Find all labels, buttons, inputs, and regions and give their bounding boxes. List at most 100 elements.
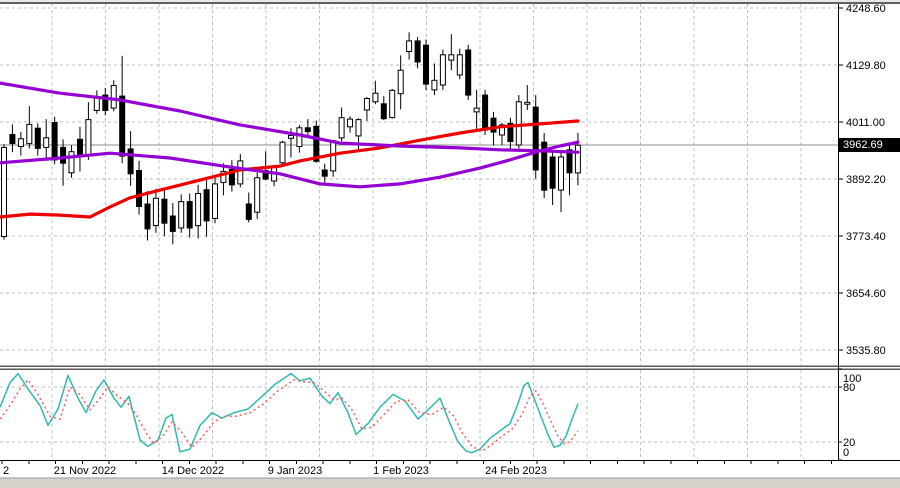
current-price-tag: 3962.69 (839, 138, 900, 152)
candlestick (254, 172, 261, 219)
candle-body-bullish (85, 119, 92, 156)
date-axis-label[interactable]: 14 Dec 2022 (162, 465, 224, 477)
candle-body-bullish (473, 107, 480, 113)
candle-body-bearish (203, 189, 210, 222)
date-axis-label[interactable]: 21 Nov 2022 (54, 465, 116, 477)
candlestick (43, 119, 50, 161)
candlestick (161, 190, 168, 237)
candle-body-bullish (363, 98, 370, 111)
stoch-main-line (0, 372, 579, 454)
candlestick (304, 119, 311, 136)
candlestick (448, 34, 455, 71)
candlestick (245, 192, 252, 223)
ma-red-line (0, 119, 580, 219)
candle-body-bullish (279, 141, 286, 164)
candle-body-bearish (532, 106, 539, 171)
candle-body-bearish (228, 169, 235, 186)
candle-body-bearish (77, 138, 83, 156)
candle-body-bullish (178, 201, 185, 229)
candle-body-bullish (515, 101, 522, 146)
candle-body-bullish (558, 156, 564, 191)
candlestick (85, 102, 92, 160)
candlestick (347, 116, 353, 133)
candle-body-bearish (541, 141, 548, 191)
candle-body-bearish (34, 127, 41, 149)
candle-body-bearish (482, 94, 489, 131)
candle-body-bullish (431, 79, 438, 91)
candlestick (473, 89, 480, 131)
candlestick (313, 120, 320, 163)
candlestick (152, 188, 159, 233)
price-axis-label: 3535.80 (846, 345, 886, 357)
status-bar[interactable] (0, 478, 900, 488)
price-axis-label: 3892.20 (846, 174, 886, 186)
candle-body-bullish (524, 101, 531, 105)
candle-body-bearish (245, 203, 252, 220)
candle-body-bearish (566, 149, 573, 174)
candlestick (338, 107, 345, 142)
candlestick (26, 106, 33, 149)
candle-body-bullish (195, 193, 202, 227)
candlestick (541, 133, 548, 199)
candlestick (423, 39, 429, 90)
candle-body-bullish (26, 123, 33, 145)
candle-body-bearish (60, 146, 67, 164)
candlestick (102, 87, 109, 116)
candlestick (169, 203, 176, 245)
candlestick (380, 96, 387, 121)
candlestick (34, 123, 41, 156)
candle-body-bearish (414, 40, 421, 63)
candle-body-bearish (549, 156, 556, 189)
date-axis-label[interactable]: 2 (3, 465, 9, 477)
candle-body-bearish (304, 127, 311, 133)
candlestick (17, 132, 24, 156)
candle-body-bearish (169, 215, 176, 232)
candle-body-bearish (423, 44, 429, 85)
candlestick (330, 140, 337, 177)
price-axis-label: 4248.60 (846, 3, 886, 15)
candle-body-bullish (296, 127, 303, 148)
ma-purple-slow-line (0, 81, 580, 154)
candle-body-bullish (448, 54, 455, 61)
candle-body-bullish (237, 160, 244, 185)
candlestick (558, 149, 564, 213)
candlestick (524, 85, 531, 110)
date-axis-label[interactable]: 1 Feb 2023 (373, 465, 429, 477)
candle-body-bullish (288, 134, 294, 139)
candle-body-bearish (136, 170, 142, 207)
candlestick (212, 176, 218, 224)
candlestick (279, 140, 286, 167)
candlestick (9, 124, 16, 153)
candle-body-bearish (380, 103, 387, 120)
price-axis-label: 4129.80 (846, 60, 886, 72)
candle-body-bullish (254, 177, 261, 213)
candlestick (372, 80, 379, 105)
candle-body-bullish (406, 40, 413, 53)
candle-body-bullish (347, 118, 353, 128)
candlestick (431, 63, 438, 96)
candlestick (1, 144, 7, 240)
candle-body-bullish (220, 170, 227, 183)
stoch-signal-line (0, 379, 579, 452)
candlestick (507, 117, 514, 149)
ma-purple-fast-line (0, 140, 580, 189)
candle-body-bullish (338, 117, 345, 139)
candle-body-bullish (372, 92, 379, 103)
candle-body-bearish (51, 122, 58, 161)
candlestick (389, 88, 396, 119)
osc-axis-label: 100 (843, 373, 861, 385)
date-axis-label[interactable]: 9 Jan 2023 (268, 465, 322, 477)
candlestick (203, 179, 210, 237)
date-axis-label[interactable]: 24 Feb 2023 (485, 465, 547, 477)
candle-body-bullish (397, 69, 404, 95)
candle-body-bullish (17, 138, 24, 148)
candle-body-bullish (1, 146, 7, 238)
candle-body-bullish (152, 197, 159, 227)
candlestick (363, 97, 370, 121)
candle-body-bearish (465, 49, 472, 96)
candle-body-bullish (110, 85, 117, 109)
candlestick (397, 55, 404, 110)
candlestick (296, 124, 303, 153)
